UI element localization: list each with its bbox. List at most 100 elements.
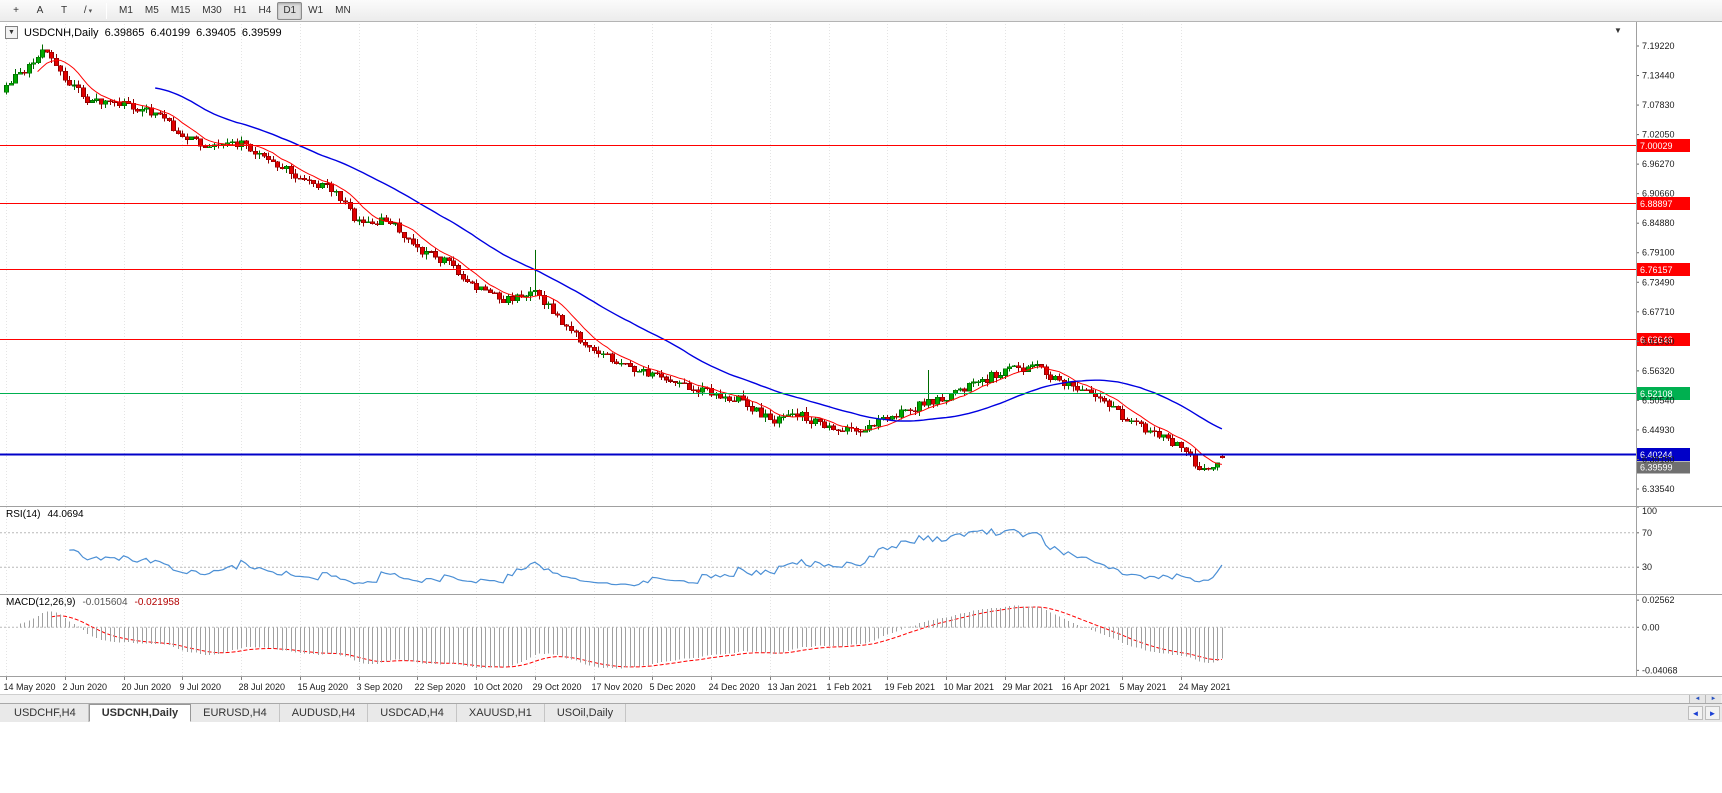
date-label: 17 Nov 2020 [592,682,643,692]
toolbar-separator [106,2,107,19]
price-tick-label: 7.02050 [1642,130,1675,140]
price-axis[interactable]: 7.19220 7.13440 7.07830 7.02050 6.96270 6.906… [1636,41,1675,494]
hline-price-tag: 6.88897 [1640,199,1673,209]
timeframe-buttons-group: M1 M5 M15 M30 H1 H4 D1 W1 MN [113,1,357,20]
hline-price-tag: 6.76157 [1640,265,1673,275]
date-label: 29 Mar 2021 [1003,682,1054,692]
text-label-tool-icon[interactable]: A [36,5,44,16]
tab-usoil-daily[interactable]: USOil,Daily [544,704,627,722]
panel-borders [0,22,1722,677]
timeframe-d1-button[interactable]: D1 [277,1,303,20]
price-tick-label: 6.90660 [1642,189,1675,199]
date-label: 29 Oct 2020 [533,682,582,692]
moving-averages [37,59,1223,465]
date-label: 5 Dec 2020 [650,682,696,692]
timeframe-w1-button[interactable]: W1 [308,5,324,16]
tab-eurusd-h4[interactable]: EURUSD,H4 [191,704,280,722]
tab-scroll-arrows: ◄ ► [1688,706,1720,720]
rsi-tick-label: 70 [1642,528,1652,538]
date-label: 14 May 2020 [4,682,56,692]
date-label: 24 Dec 2020 [709,682,760,692]
horizontal-scrollbar[interactable]: ◄ ► [0,694,1722,703]
price-tick-label: 7.19220 [1642,41,1675,51]
tab-audusd-h4[interactable]: AUDUSD,H4 [279,704,369,722]
date-label: 13 Jan 2021 [768,682,818,692]
date-label: 3 Sep 2020 [357,682,403,692]
crosshair-icon[interactable]: + [13,5,19,16]
date-label: 2 Jun 2020 [63,682,108,692]
timeframe-mn-button[interactable]: MN [335,5,351,16]
macd-signal-line [51,606,1222,668]
tab-usdchf-h4[interactable]: USDCHF,H4 [2,704,89,722]
price-tick-label: 6.79100 [1642,248,1675,258]
scroll-left-icon[interactable]: ◄ [1689,695,1705,703]
price-tags: 7.00029 6.88897 6.76157 6.62646 6.52108 6.402… [1636,139,1690,474]
macd-tick-label: 0.02562 [1642,595,1675,605]
drawing-tools-group: + A T / ▾ [4,2,100,20]
shapes-tool-icon[interactable]: T [60,5,68,16]
date-label: 1 Feb 2021 [827,682,873,692]
price-tick-label: 7.13440 [1642,71,1675,81]
rsi-tick-label: 30 [1642,562,1652,572]
macd-tick-label: 0.00 [1642,622,1660,632]
price-tick-label: 6.67710 [1642,307,1675,317]
tab-scroll-left-icon[interactable]: ◄ [1688,706,1703,720]
scroll-right-icon[interactable]: ► [1705,695,1721,703]
date-label: 22 Sep 2020 [415,682,466,692]
symbol-dropdown-icon[interactable]: ▼ [5,26,18,39]
price-tick-label: 6.84880 [1642,218,1675,228]
date-label: 20 Jun 2020 [122,682,172,692]
price-tick-label: 6.44930 [1642,425,1675,435]
toolbar: + A T / ▾ M1 M5 M15 M30 H1 H4 D1 W1 MN [0,0,1722,22]
tab-usdcnh-daily[interactable]: USDCNH,Daily [88,704,192,722]
date-label: 28 Jul 2020 [239,682,286,692]
date-label: 5 May 2021 [1120,682,1167,692]
dropdown-caret-icon: ▾ [88,7,93,15]
timeframe-h4-button[interactable]: H4 [258,5,272,16]
scrollbar-buttons: ◄ ► [1689,695,1721,703]
price-tick-label: 7.07830 [1642,100,1675,110]
bottom-filler [0,722,1722,793]
timeframe-m5-button[interactable]: M5 [144,5,159,16]
horizontal-lines[interactable] [0,145,1636,456]
trendline-tool-icon[interactable]: / ▾ [83,5,93,16]
date-axis[interactable]: 14 May 2020 2 Jun 2020 20 Jun 2020 9 Jul 20… [4,676,1231,692]
ma-34-line [155,87,1223,430]
tab-xauusd-h1[interactable]: XAUUSD,H1 [456,704,545,722]
macd-tick-label: -0.04068 [1642,665,1678,675]
chart-tabs: USDCHF,H4 USDCNH,Daily EURUSD,H4 AUDUSD,H4 U… [2,704,627,722]
timeframe-m1-button[interactable]: M1 [119,5,133,16]
candles[interactable] [4,44,1225,472]
chart-menu-icon[interactable]: ▼ [1614,26,1622,35]
chart-region: 7.00029 6.88897 6.76157 6.62646 6.52108 6.402… [0,22,1722,694]
rsi-line [69,528,1223,587]
price-tick-label: 6.39150 [1642,454,1675,464]
timeframe-m15-button[interactable]: M15 [170,5,191,16]
timeframe-h1-button[interactable]: H1 [233,5,247,16]
date-label: 24 May 2021 [1179,682,1231,692]
date-label: 10 Oct 2020 [474,682,523,692]
timeframe-m30-button[interactable]: M30 [202,5,222,16]
chart-tab-bar: USDCHF,H4 USDCNH,Daily EURUSD,H4 AUDUSD,H4 U… [0,703,1722,722]
price-tick-label: 6.50540 [1642,395,1675,405]
price-tick-label: 6.73490 [1642,277,1675,287]
rsi-tick-label: 100 [1642,506,1657,516]
macd-panel: 0.02562 0.00 -0.04068 [0,595,1678,675]
price-tick-label: 6.61930 [1642,336,1675,346]
hline-price-tag: 7.00029 [1640,141,1673,151]
date-label: 16 Apr 2021 [1062,682,1111,692]
price-tick-label: 6.96270 [1642,159,1675,169]
price-tick-label: 6.33540 [1642,484,1675,494]
hline-price-tag: 6.52108 [1640,389,1673,399]
chart-canvas[interactable]: 7.00029 6.88897 6.76157 6.62646 6.52108 6.402… [0,22,1722,694]
current-price-tag: 6.39599 [1640,463,1673,473]
tab-usdcad-h4[interactable]: USDCAD,H4 [368,704,457,722]
hline-price-tag: 6.40244 [1640,450,1673,460]
rsi-panel: 100 70 30 [0,506,1657,587]
ma-8-line [37,59,1222,465]
hline-price-tag: 6.62646 [1640,335,1673,345]
date-label: 19 Feb 2021 [885,682,936,692]
tab-scroll-right-icon[interactable]: ► [1705,706,1720,720]
price-tick-label: 6.56320 [1642,366,1675,376]
